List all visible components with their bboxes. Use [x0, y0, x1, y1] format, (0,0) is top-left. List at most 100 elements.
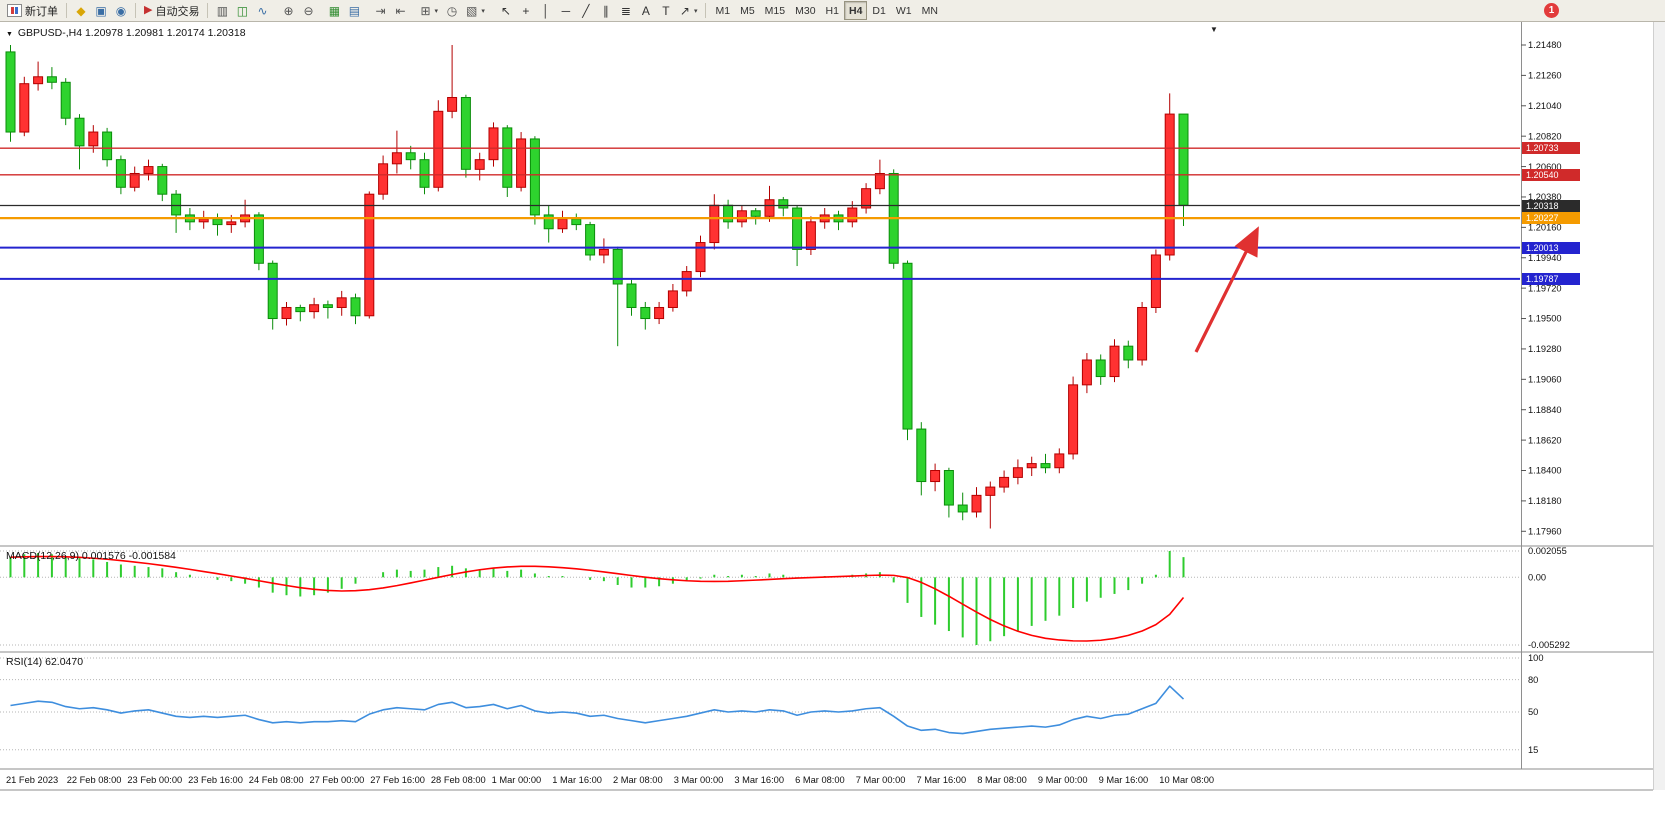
bear-candle: [295, 306, 306, 313]
bull-candle: [1137, 306, 1148, 361]
bull-candle: [736, 210, 747, 223]
candlestick-chart-icon[interactable]: ◫: [232, 1, 252, 20]
bear-candle: [460, 96, 471, 170]
timeframe-button-m1[interactable]: M1: [710, 1, 735, 20]
zoom-out-icon: ⊖: [303, 3, 314, 18]
bear-candle: [612, 248, 623, 285]
fibonacci-icon[interactable]: ≣: [616, 1, 636, 20]
annotation-arrow[interactable]: [1194, 226, 1259, 353]
bear-candle: [957, 504, 968, 513]
time-axis-label: 8 Mar 08:00: [977, 775, 1027, 785]
new-chart-icon[interactable]: ⊞ ▾: [416, 1, 442, 20]
bear-candle: [778, 199, 789, 209]
cursor-icon[interactable]: ↖: [496, 1, 516, 20]
timeframe-button-w1[interactable]: W1: [891, 1, 917, 20]
macd-axis-label: 0.002055: [1528, 546, 1567, 556]
arrows-icon[interactable]: ↗ ▾: [676, 1, 702, 20]
quotes-icon: ◆: [76, 3, 86, 18]
symbol-dropdown-icon[interactable]: ▼: [6, 31, 13, 38]
bull-candle: [847, 207, 858, 223]
time-axis-label: 27 Feb 16:00: [370, 775, 425, 785]
vertical-line-icon: │: [542, 3, 550, 18]
auto-scroll-icon[interactable]: ⇥: [370, 1, 390, 20]
bull-candle: [1150, 254, 1161, 308]
timeframe-button-m5[interactable]: M5: [735, 1, 760, 20]
quotes-icon[interactable]: ◆: [71, 1, 91, 20]
vertical-scrollbar[interactable]: [1653, 22, 1665, 790]
bull-candle: [1164, 113, 1175, 256]
timeframe-button-m15[interactable]: M15: [760, 1, 790, 20]
navigator-icon[interactable]: ◉: [111, 1, 131, 20]
arrange-windows-icon[interactable]: ▦: [324, 1, 344, 20]
bear-candle: [626, 283, 637, 308]
bear-candle: [902, 262, 913, 430]
price-axis-label: 1.18840: [1528, 405, 1562, 415]
macd-indicator-label: MACD(12,26,9) 0.001576 -0.001584: [6, 550, 176, 562]
price-axis-label: 1.17960: [1528, 526, 1562, 536]
timeframe-button-h4[interactable]: H4: [843, 1, 868, 21]
chart-shift-icon[interactable]: ⇤: [390, 1, 410, 20]
market-watch-icon: ▣: [95, 3, 107, 18]
bull-candle: [19, 83, 30, 133]
cursor-icon: ↖: [500, 3, 511, 18]
timeframe-button-m30[interactable]: M30: [790, 1, 820, 20]
timeframe-button-h1[interactable]: H1: [821, 1, 844, 20]
bull-candle: [1068, 384, 1079, 455]
chart-shift-marker[interactable]: ▼: [1210, 25, 1218, 34]
bear-candle: [916, 428, 927, 483]
bear-candle: [1123, 345, 1134, 361]
label-icon[interactable]: T: [656, 1, 676, 20]
bear-candle: [102, 131, 113, 161]
bull-candle: [516, 138, 527, 188]
template-icon[interactable]: ▧ ▾: [462, 1, 489, 20]
line-chart-icon[interactable]: ∿: [252, 1, 272, 20]
bear-candle: [212, 218, 223, 226]
macd-name: MACD(12,26,9): [6, 550, 79, 562]
rsi-axis-label: 50: [1528, 707, 1538, 717]
time-axis-label: 7 Mar 00:00: [856, 775, 906, 785]
toolbar-separator: [135, 3, 136, 18]
bull-candle: [999, 476, 1010, 488]
candlestick-chart-icon: ◫: [236, 3, 249, 18]
bull-candle: [971, 494, 982, 513]
chart-shift-icon: ⇤: [395, 3, 406, 18]
auto-scroll-icon: ⇥: [375, 3, 386, 18]
chart-symbol-readout: ▼ GBPUSD-,H4 1.20978 1.20981 1.20174 1.2…: [6, 27, 246, 39]
template-icon: ▧: [466, 3, 478, 18]
price-axis-label: 1.21260: [1528, 71, 1562, 81]
bear-candle: [267, 262, 278, 320]
timeframe-button-d1[interactable]: D1: [867, 1, 890, 20]
price-axis-label: 1.20600: [1528, 162, 1562, 172]
bear-candle: [943, 470, 954, 506]
time-axis-label: 23 Feb 16:00: [188, 775, 243, 785]
new-chart-icon: ⊞: [420, 3, 431, 18]
bear-candle: [792, 207, 803, 250]
market-watch-icon[interactable]: ▣: [91, 1, 111, 20]
period-icon[interactable]: ◷: [442, 1, 462, 20]
tile-windows-icon[interactable]: ▤: [344, 1, 364, 20]
bar-chart-icon[interactable]: ▥: [212, 1, 232, 20]
bull-candle: [364, 193, 375, 317]
text-icon[interactable]: A: [636, 1, 656, 20]
auto-trading-button[interactable]: ▶ 自动交易: [140, 1, 203, 20]
horizontal-line-icon: ─: [561, 3, 571, 18]
zoom-in-icon[interactable]: ⊕: [278, 1, 298, 20]
horizontal-line-icon[interactable]: ─: [556, 1, 576, 20]
bull-candle: [33, 76, 44, 85]
bull-candle: [378, 163, 389, 195]
toolbar: 新订单 ◆ ▣ ◉ ▶ 自动交易 ▥ ◫ ∿ ⊕ ⊖ ▦ ▤ ⇥ ⇤ ⊞ ▾ ◷ ▧ ▾ ↖ + │ ─ ╱ ∥ ≣ A T ↗…: [0, 0, 1665, 22]
trendline-icon[interactable]: ╱: [576, 1, 596, 20]
zoom-out-icon[interactable]: ⊖: [298, 1, 318, 20]
channel-icon[interactable]: ∥: [596, 1, 616, 20]
bull-candle: [709, 204, 720, 244]
crosshair-icon[interactable]: +: [516, 1, 536, 20]
new-order-button[interactable]: 新订单: [3, 1, 62, 20]
price-axis-label: 1.19720: [1528, 283, 1562, 293]
vertical-line-icon[interactable]: │: [536, 1, 556, 20]
notification-badge[interactable]: 1: [1544, 3, 1559, 18]
auto-trading-icon: ▶: [144, 4, 153, 16]
dropdown-caret-icon: ▾: [481, 7, 485, 15]
timeframe-button-mn[interactable]: MN: [917, 1, 943, 20]
